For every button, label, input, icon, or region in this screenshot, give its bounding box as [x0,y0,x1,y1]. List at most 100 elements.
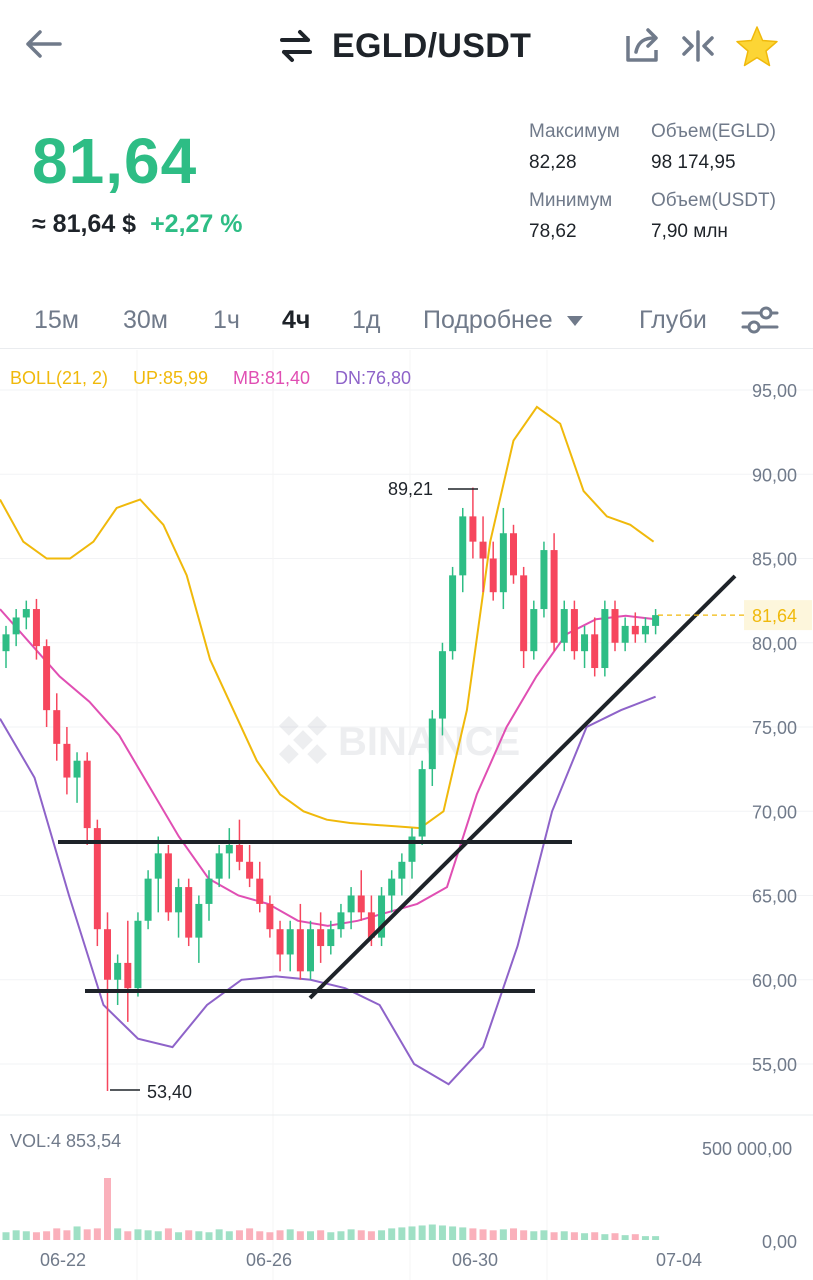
x-tick-0704: 07-04 [656,1250,702,1270]
candle-body [195,903,203,938]
chart-grid [0,350,813,1280]
volume-bar [641,1236,649,1240]
candle-body [73,760,81,778]
volume-bar [195,1231,203,1240]
pair-title-group[interactable]: EGLD/USDT [276,22,531,70]
candle-body [114,962,122,980]
high-marker-label: 89,21 [388,479,433,499]
volume-bar [479,1229,487,1240]
tab-15m[interactable]: 15м [34,306,79,334]
candle-body [367,912,375,938]
volume-label: VOL:4 853,54 [10,1131,122,1151]
volume-bar [12,1230,20,1240]
volume-bar [428,1224,436,1240]
volume-bar [367,1231,375,1240]
volume-bar [246,1228,254,1240]
volume-bar [63,1230,71,1240]
candle-body [581,634,589,652]
volume-quote-label: Объем(USDT) [651,190,776,211]
volume-bar [327,1232,335,1240]
volume-bar [631,1234,639,1240]
candle-body [611,609,619,643]
candle-body [388,878,396,896]
volume-bar [225,1231,233,1240]
candle-body [591,634,599,669]
candlestick-chart[interactable]: BINANCE BOLL(21, 2) UP:85,99 MB:81,40 DN… [0,350,813,1280]
candle-body [641,625,649,635]
volume-bar [73,1226,81,1240]
tab-more[interactable]: Подробнее [423,306,584,335]
candle-body [246,861,254,879]
y-tick-label: 95,00 [752,381,797,401]
volume-bar [499,1229,507,1240]
volume-base-label: Объем(EGLD) [651,121,776,142]
candle-body [307,929,314,972]
candle-body [499,533,507,593]
pair-title: EGLD/USDT [332,26,532,65]
tab-4h[interactable]: 4ч [282,306,311,334]
candle-body [570,609,578,652]
y-tick-label: 65,00 [752,887,797,907]
candle-body [449,575,457,652]
volume-bar [307,1231,314,1240]
back-button[interactable] [20,20,68,68]
x-tick-0626: 06-26 [246,1250,292,1270]
volume-bar [652,1236,660,1240]
chart-settings-button[interactable] [740,302,780,343]
tab-depth[interactable]: Глуби [639,306,707,334]
volume-bar [22,1231,30,1240]
volume-quote-value: 7,90 млн [651,221,728,242]
volume-bar [235,1230,243,1240]
candle-body [530,609,538,652]
volume-bar [357,1230,365,1240]
share-icon [626,28,658,62]
candle-body [286,929,294,955]
binance-watermark: BINANCE [278,715,520,765]
candle-body [652,615,660,626]
volume-bar [296,1231,304,1240]
candle-body [337,912,345,930]
candle-body [479,541,487,559]
tab-1d[interactable]: 1д [352,306,381,334]
volume-bar [418,1225,426,1240]
compare-button[interactable] [680,28,716,69]
tab-more-label: Подробнее [423,306,553,334]
candle-body [83,760,91,829]
x-tick-0630: 06-30 [452,1250,498,1270]
volume-bar [581,1233,589,1240]
volume-bar [611,1233,619,1240]
boll-lower-line [0,695,656,1086]
volume-bar [469,1228,477,1240]
drawn-lines[interactable] [58,574,737,1000]
low-label: Минимум [529,190,613,211]
tab-1h[interactable]: 1ч [213,306,240,334]
volume-bar [388,1228,396,1240]
candle-body [560,609,568,643]
tab-30m[interactable]: 30м [123,306,168,334]
volume-bar [185,1230,193,1240]
volume-bar [560,1231,568,1240]
volume-base-value: 98 174,95 [651,152,736,173]
volume-bar [317,1230,325,1240]
candle-body [53,710,61,744]
candle-body [510,533,517,576]
price-subline: ≈ 81,64 $ +2,27 % [32,210,243,239]
volume-bar [2,1232,10,1240]
candle-body [418,769,426,837]
volume-bar [134,1229,142,1240]
interval-tabs: 15м 30м 1ч 4ч 1д Подробнее Глуби [0,300,813,340]
volume-bar [124,1231,132,1240]
candle-body [459,516,467,576]
share-button[interactable] [622,24,664,71]
favorite-button[interactable] [734,24,780,75]
volume-bar [347,1229,355,1240]
candle-body [540,550,548,610]
y-tick-label: 85,00 [752,550,797,570]
candle-body [327,929,335,947]
candle-body [205,878,213,904]
current-price-tag [744,600,812,631]
volume-bar [550,1232,558,1240]
candle-body [266,903,274,930]
current-price-label: 81,64 [752,606,797,626]
candles [2,487,660,1091]
